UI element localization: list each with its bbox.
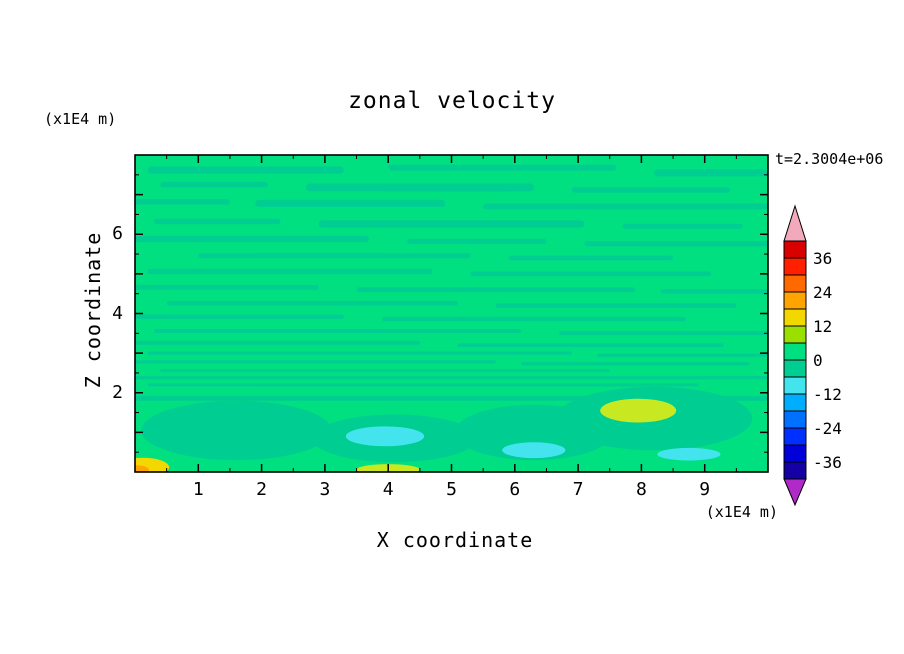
chart-title: zonal velocity xyxy=(348,88,556,114)
y-tick-label: 6 xyxy=(112,223,123,245)
colorbar-tick-label: -12 xyxy=(813,385,842,404)
x-tick-label: 3 xyxy=(319,479,331,500)
colorbar-tick-label: 12 xyxy=(813,317,833,336)
x-tick-label: 7 xyxy=(572,479,584,500)
colorbar-tick-label: 24 xyxy=(813,283,833,302)
colorbar-tick-label: 36 xyxy=(813,249,833,268)
colorbar-tick-label: 0 xyxy=(813,351,823,370)
x-tick-label: 9 xyxy=(699,479,711,500)
x-tick-label: 8 xyxy=(635,479,647,500)
x-tick-label: 2 xyxy=(256,479,268,500)
y-tick-label: 2 xyxy=(112,381,123,403)
x-tick-label: 5 xyxy=(446,479,457,500)
colorbar-tick-label: -24 xyxy=(813,419,842,438)
y-tick-label: 4 xyxy=(112,302,123,324)
time-annotation: t=2.3004e+06 xyxy=(775,150,884,168)
x-tick-label: 6 xyxy=(509,479,521,500)
x-axis-title: X coordinate xyxy=(376,528,534,552)
x-tick-label: 1 xyxy=(192,479,204,500)
x-axis-units-label: (x1E4 m) xyxy=(705,503,778,521)
x-tick-label: 4 xyxy=(382,479,394,500)
colorbar-tick-label: -36 xyxy=(813,453,842,472)
y-axis-units-label: (x1E4 m) xyxy=(44,110,117,128)
